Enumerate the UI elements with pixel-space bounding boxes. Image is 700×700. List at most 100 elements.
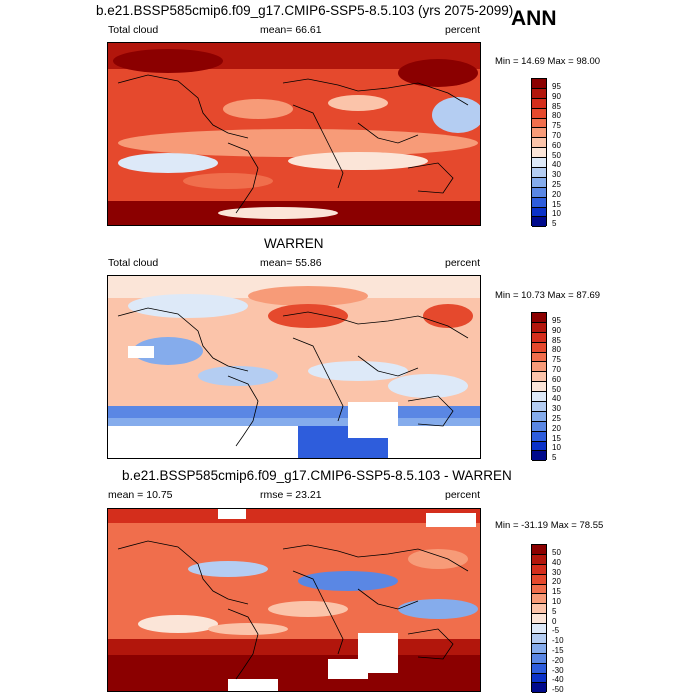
panel-3-colorbar-swatch xyxy=(532,584,546,595)
colorbar-tick-label: 80 xyxy=(552,345,561,355)
colorbar-tick-label: 80 xyxy=(552,111,561,121)
colorbar-tick-label: 20 xyxy=(552,577,561,587)
colorbar-tick-label: 95 xyxy=(552,316,561,325)
colorbar-tick-label: 20 xyxy=(552,189,561,199)
panel-3-colorbar-swatch xyxy=(532,673,546,684)
panel-2-colorbar-swatch xyxy=(532,431,546,442)
colorbar-tick-label: 75 xyxy=(552,355,561,365)
colorbar-tick-label: 15 xyxy=(552,587,561,597)
panel-1-map xyxy=(107,42,481,226)
colorbar-tick-label: 15 xyxy=(552,199,561,209)
panel-1-colorbar-swatch xyxy=(532,197,546,208)
colorbar-tick-label: 30 xyxy=(552,567,561,577)
panel-2-colorbar-swatch xyxy=(532,342,546,353)
panel-3-colorbar-swatch xyxy=(532,614,546,625)
colorbar-tick-label: 5 xyxy=(552,219,557,229)
panel-3-colorbar-swatch xyxy=(532,604,546,615)
panel-1-map-graphic xyxy=(108,43,480,225)
colorbar-tick-label: -15 xyxy=(552,646,564,655)
colorbar-tick-label: 25 xyxy=(552,180,561,189)
panel-2-colorbar-swatch xyxy=(532,382,546,393)
panel-3-colorbar-swatch xyxy=(532,683,546,694)
panel-1-colorbar-swatch xyxy=(532,148,546,159)
colorbar-tick-label: 85 xyxy=(552,335,561,345)
colorbar-tick-label: 85 xyxy=(552,101,561,111)
panel-2-mean-label: mean= 55.86 xyxy=(260,257,322,269)
colorbar-tick-label: 70 xyxy=(552,131,561,140)
panel-2-colorbar-swatch xyxy=(532,322,546,333)
colorbar-tick-label: 25 xyxy=(552,414,561,423)
panel-3-colorbar-swatch xyxy=(532,643,546,654)
panel-2-colorbar-swatch xyxy=(532,352,546,363)
colorbar-tick-label: 50 xyxy=(552,150,561,160)
panel-1-variable-label: Total cloud xyxy=(108,24,159,36)
panel-2-colorbar-swatch xyxy=(532,313,546,323)
panel-1-colorbar-swatch xyxy=(532,217,546,228)
season-label: ANN xyxy=(511,7,557,30)
colorbar-tick-label: 40 xyxy=(552,160,561,170)
panel-1-colorbar-swatch xyxy=(532,138,546,149)
colorbar-tick-label: 75 xyxy=(552,121,561,131)
colorbar-tick-label: 95 xyxy=(552,82,561,91)
panel-1-colorbar-swatch xyxy=(532,108,546,119)
panel-3-colorbar-swatch xyxy=(532,624,546,635)
colorbar-tick-label: 30 xyxy=(552,170,561,180)
panel-1-colorbar-swatch xyxy=(532,158,546,169)
panel-2-title: WARREN xyxy=(264,236,324,251)
panel-2-colorbar-swatch xyxy=(532,451,546,462)
panel-2-colorbar-swatch xyxy=(532,421,546,432)
colorbar-tick-label: -40 xyxy=(552,675,564,685)
colorbar-tick-label: -10 xyxy=(552,636,564,646)
panel-1-mean-label: mean= 66.61 xyxy=(260,24,322,36)
panel-1-colorbar-swatch xyxy=(532,177,546,188)
colorbar-tick-label: 5 xyxy=(552,453,557,463)
colorbar-tick-label: -5 xyxy=(552,626,560,636)
colorbar-tick-label: 20 xyxy=(552,423,561,433)
panel-1-colorbar-swatch xyxy=(532,128,546,139)
colorbar-tick-label: 90 xyxy=(552,91,561,101)
panel-2-colorbar xyxy=(531,312,547,462)
colorbar-tick-label: 40 xyxy=(552,394,561,404)
panel-2-map xyxy=(107,275,481,459)
panel-1-colorbar-swatch xyxy=(532,118,546,129)
colorbar-tick-label: 50 xyxy=(552,548,561,557)
panel-2-colorbar-swatch xyxy=(532,402,546,412)
panel-1-colorbar-swatch xyxy=(532,79,546,89)
colorbar-tick-label: 40 xyxy=(552,557,561,567)
colorbar-tick-label: 5 xyxy=(552,606,557,616)
colorbar-tick-label: -20 xyxy=(552,655,564,665)
panel-2-colorbar-swatch xyxy=(532,392,546,403)
panel-3-map xyxy=(107,508,481,692)
colorbar-tick-label: 50 xyxy=(552,384,561,394)
panel-1-colorbar xyxy=(531,78,547,228)
colorbar-tick-label: 30 xyxy=(552,404,561,414)
colorbar-tick-label: 60 xyxy=(552,374,561,384)
panel-1-title: b.e21.BSSP585cmip6.f09_g17.CMIP6-SSP5-8.… xyxy=(96,3,514,18)
panel-1-colorbar-swatch xyxy=(532,187,546,198)
colorbar-tick-label: 70 xyxy=(552,365,561,374)
panel-3-map-graphic xyxy=(108,509,480,691)
panel-3-colorbar-swatch xyxy=(532,545,546,555)
panel-2-colorbar-swatch xyxy=(532,372,546,383)
panel-2-colorbar-swatch xyxy=(532,362,546,373)
panel-3-colorbar-swatch xyxy=(532,574,546,585)
panel-3-minmax: Min = -31.19 Max = 78.55 xyxy=(495,520,604,531)
panel-3-colorbar-swatch xyxy=(532,663,546,674)
panel-1-units-label: percent xyxy=(445,24,481,36)
panel-2-colorbar-swatch xyxy=(532,411,546,422)
panel-1-minmax: Min = 14.69 Max = 98.00 xyxy=(495,56,601,67)
colorbar-tick-label: 10 xyxy=(552,597,561,606)
panel-3-colorbar-swatch xyxy=(532,564,546,575)
colorbar-tick-label: 0 xyxy=(552,616,557,626)
panel-3-units-label: percent xyxy=(445,489,481,501)
panel-2-colorbar-swatch xyxy=(532,441,546,452)
panel-2-units-label: percent xyxy=(445,257,481,269)
colorbar-tick-label: 90 xyxy=(552,325,561,335)
panel-2-colorbar-swatch xyxy=(532,332,546,343)
colorbar-tick-label: 10 xyxy=(552,209,561,219)
panel-2-map-graphic xyxy=(108,276,480,458)
panel-1-colorbar-swatch xyxy=(532,98,546,109)
panel-3-colorbar xyxy=(531,544,547,694)
colorbar-tick-label: 15 xyxy=(552,433,561,443)
panel-2-variable-label: Total cloud xyxy=(108,257,159,269)
